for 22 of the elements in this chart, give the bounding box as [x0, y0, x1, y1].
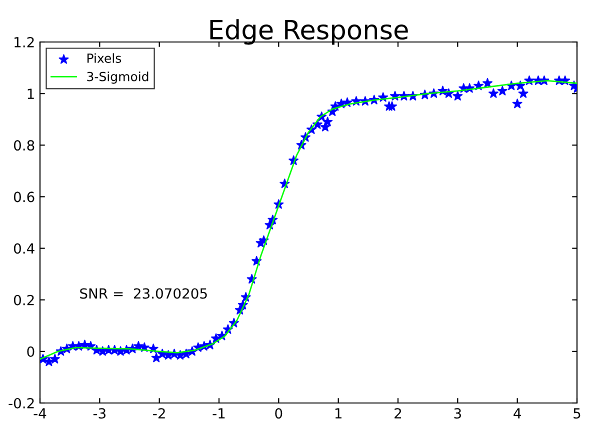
- x-tick-label: 3: [454, 408, 461, 419]
- x-tick-label: -2: [153, 408, 165, 418]
- y-tick-label: 1: [28, 88, 34, 99]
- x-tick-label: -1: [212, 408, 225, 418]
- x-tick-label: 5: [574, 408, 580, 419]
- x-tick-label: 4: [514, 408, 521, 418]
- y-tick-label: 0.4: [14, 243, 34, 254]
- y-tick-label: 0.8: [14, 140, 34, 151]
- legend-label: 3-Sigmoid: [87, 72, 148, 84]
- x-tick-label: 1: [335, 408, 342, 418]
- x-tick-label: -3: [93, 408, 106, 419]
- x-tick-label: 2: [394, 408, 402, 418]
- annotation: SNR = 23.070205: [80, 288, 207, 299]
- y-tick-label: 0.6: [14, 192, 34, 202]
- y-tick-label: 1.2: [14, 36, 34, 48]
- chart-title: Edge Response: [210, 19, 408, 45]
- y-tick-label: 0.2: [14, 294, 34, 306]
- y-tick-label: -0.2: [8, 398, 34, 408]
- legend-label: Pixels: [87, 53, 122, 63]
- x-tick-label: -4: [34, 408, 46, 418]
- y-tick-label: 0: [27, 346, 34, 357]
- x-tick-label: 0: [275, 408, 282, 419]
